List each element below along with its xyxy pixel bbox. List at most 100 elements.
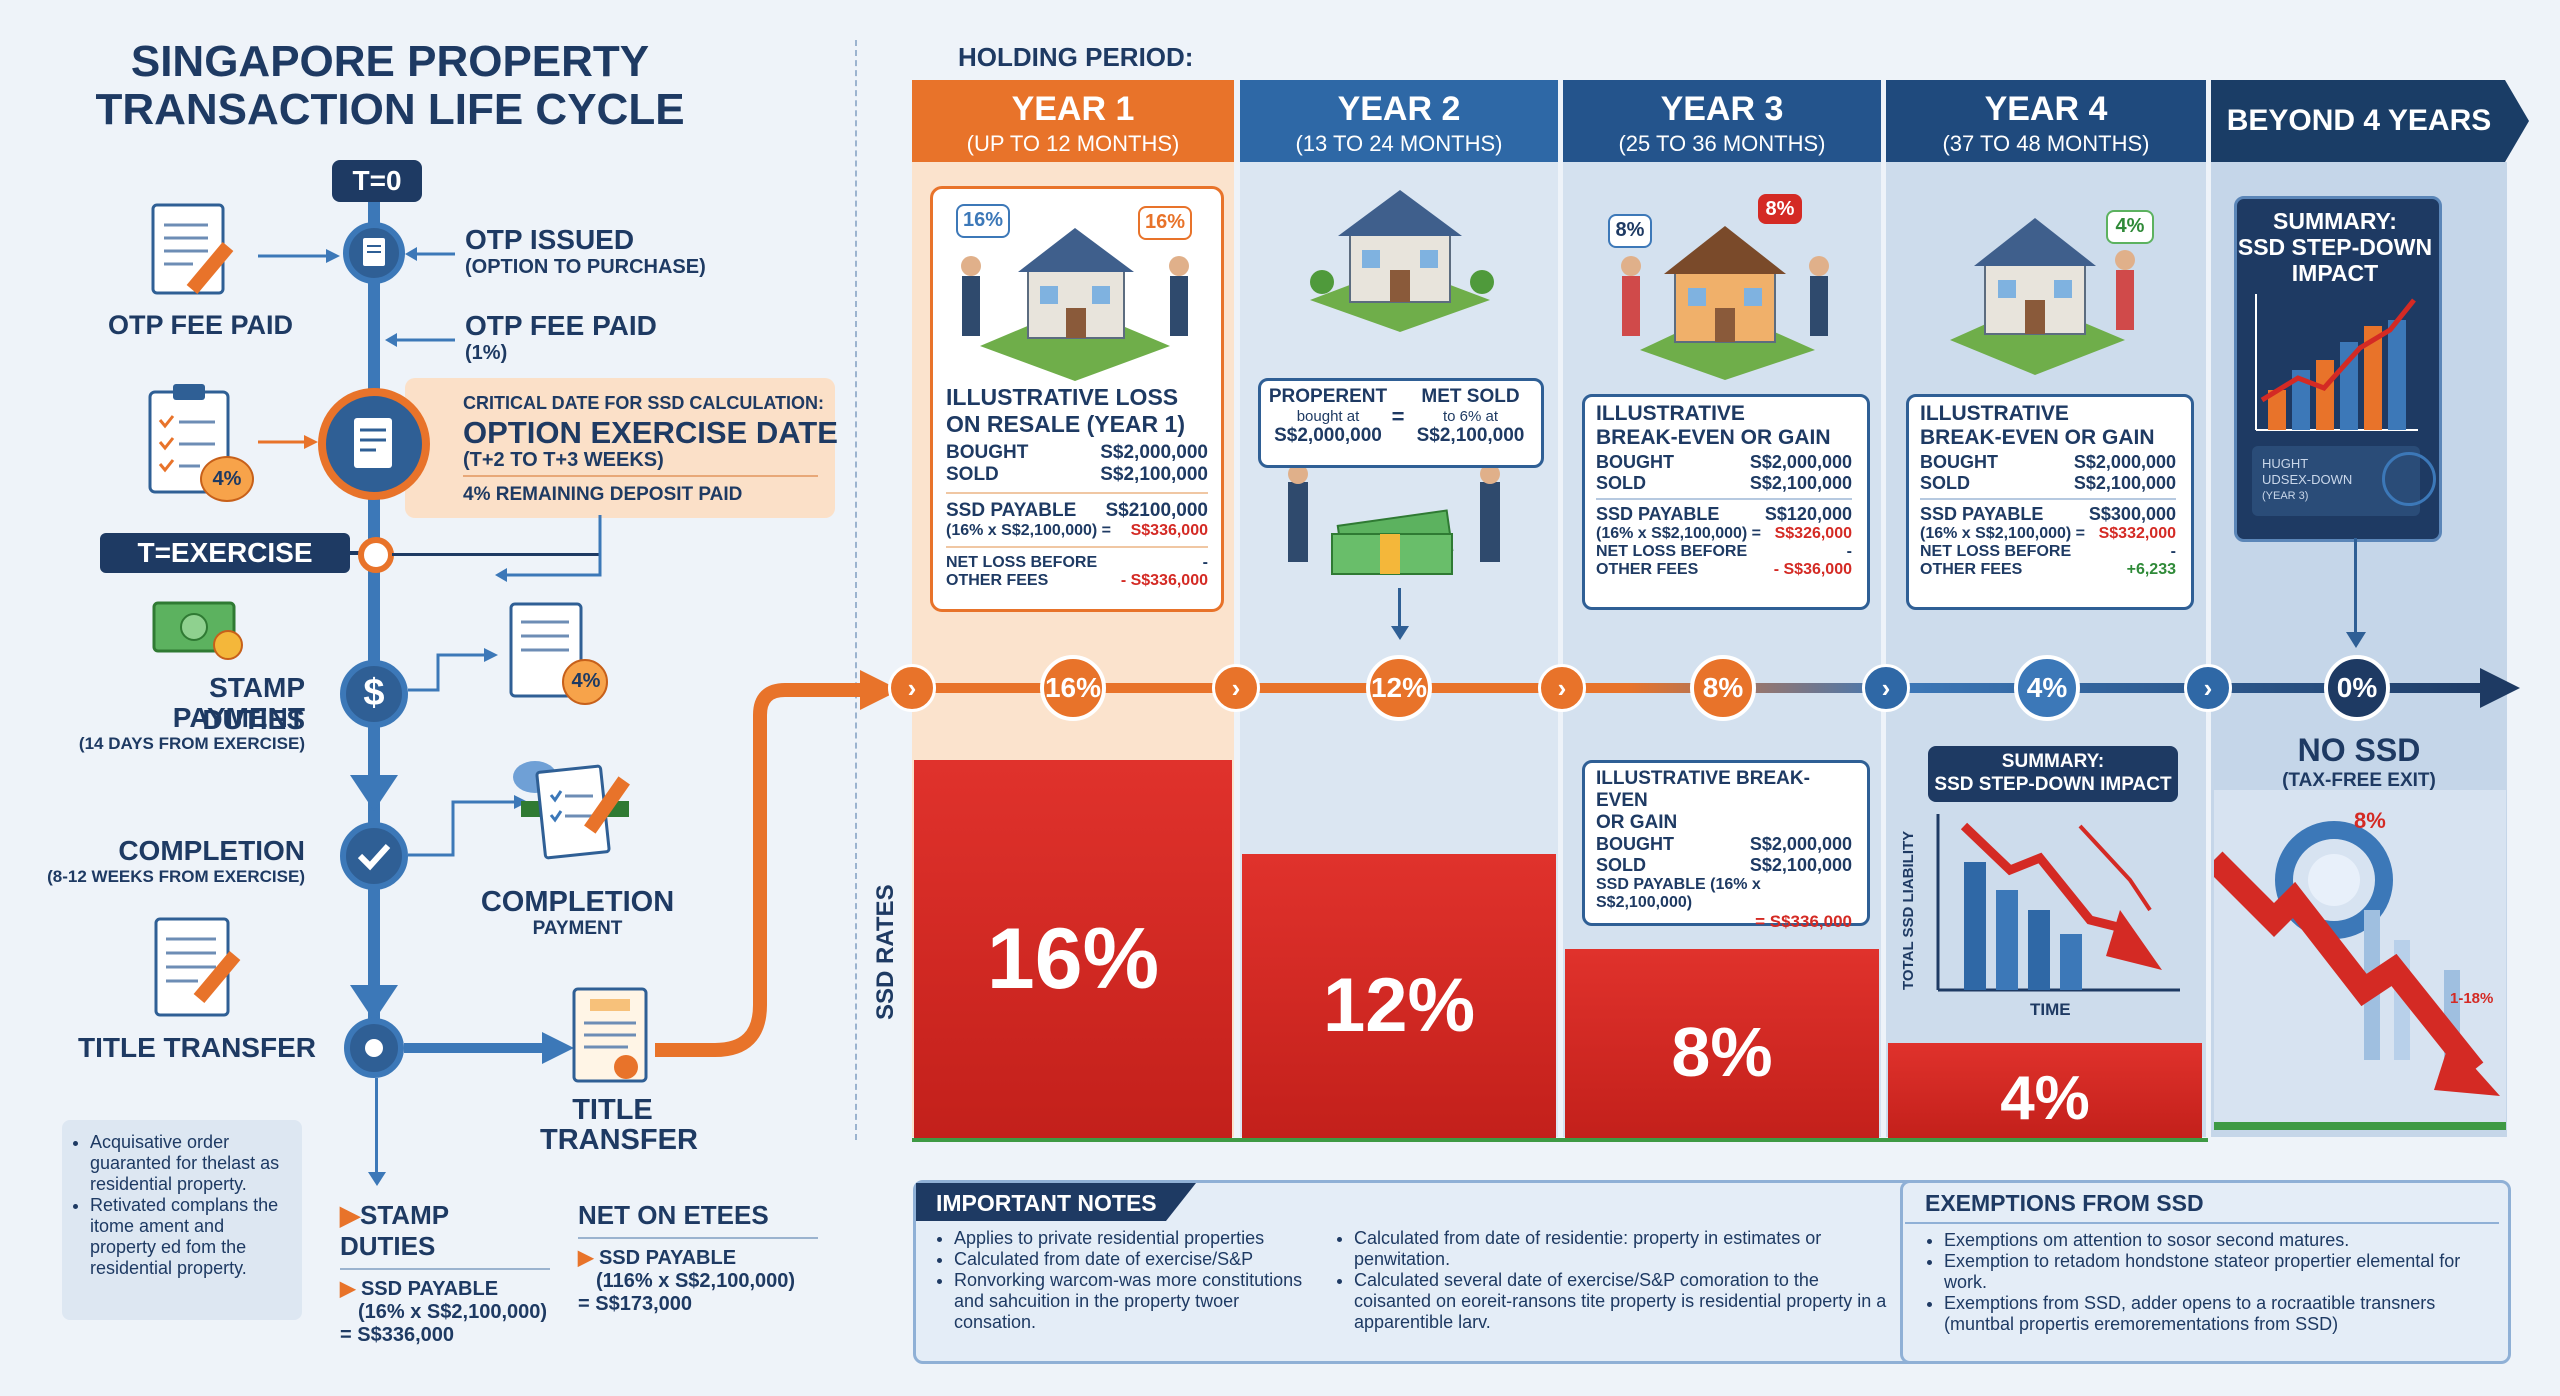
y3-bought-label: BOUGHT <box>1596 452 1674 472</box>
y1-ssd-value: S$2100,000 <box>1105 500 1209 521</box>
summary-mid-header <box>1928 746 2178 802</box>
y3-lower-title: ILLUSTRATIVE BREAK-EVEN <box>1596 768 1810 811</box>
y3-sold-label: SOLD <box>1596 473 1647 493</box>
declining-trend-icon <box>2214 790 2506 1130</box>
stamp-duties-summary-value: = S$336,000 <box>340 1324 454 1346</box>
arrow-icon <box>258 435 318 449</box>
stamp-duties-summary-line: (16% x S$2,100,000) <box>358 1301 548 1323</box>
house-icon <box>1310 190 1494 332</box>
y1-bought-value: S$2,000,000 <box>1100 442 1208 463</box>
note-item: Calculated from date of exercise/S&P <box>954 1249 1310 1270</box>
y1-sold-value: S$2,100,000 <box>1100 464 1208 485</box>
y4-net-value: - <box>2170 543 2176 560</box>
notes-col-2: Calculated from date of residentie: prop… <box>1330 1228 1890 1333</box>
dollar-icon: $ <box>340 660 408 728</box>
completion-document-icon <box>513 761 630 860</box>
year-2-title: YEAR 2 <box>1337 90 1461 128</box>
edit-document-icon <box>354 418 392 468</box>
holding-period-label: HOLDING PERIOD: <box>958 42 1194 72</box>
year-3-lower-example: ILLUSTRATIVE BREAK-EVEN OR GAIN BOUGHT S$… <box>1596 768 1852 932</box>
ssd-rate-bar-label: 4% <box>2000 1064 2090 1133</box>
arrow-icon <box>1391 626 1409 640</box>
year-2-sub: (13 TO 24 MONTHS) <box>1295 131 1503 156</box>
y3-sold-value: S$2,100,000 <box>1749 473 1852 493</box>
bar-chart-baseline <box>912 1138 2208 1142</box>
beyond-chart-label: 8% <box>2354 808 2386 833</box>
y3-lower-title: OR GAIN <box>1596 812 1678 833</box>
ssd-rate-bar: 8% <box>1565 949 1879 1138</box>
arrow-icon <box>408 648 498 692</box>
summary-top-title: SUMMARY: SSD STEP-DOWN IMPACT <box>2234 208 2436 286</box>
section-divider <box>855 40 857 1140</box>
y4-sold-label: SOLD <box>1920 473 1971 493</box>
connector <box>375 1078 378 1178</box>
y1-sold-label: SOLD <box>946 464 999 485</box>
otp-fee-paid-label-left: OTP FEE PAID <box>108 310 294 340</box>
note-item: Applies to private residential propertie… <box>954 1228 1310 1249</box>
year-3-lower-callout <box>1582 760 1870 926</box>
legend-line: (YEAR 3) <box>2262 490 2309 502</box>
chevron-right-icon: › <box>2184 664 2232 712</box>
y1-net-value: - <box>1202 554 1208 571</box>
rate-marker-year-1: 16% <box>1040 655 1106 721</box>
stamp-4pct-label: 4% <box>571 670 601 692</box>
stamp-duties-summary-title: STAMP DUTIES <box>340 1200 449 1261</box>
timeline-end-arrow-icon <box>2480 668 2520 708</box>
y3-net-value: - S$36,000 <box>1773 561 1852 578</box>
bar-growth-icon <box>2255 294 2418 431</box>
critical-date-label: CRITICAL DATE FOR SSD CALCULATION: <box>463 393 824 413</box>
scene-badge: 16% <box>1138 206 1192 240</box>
summary-top-legend-text: HUGHT UDSEX-DOWN (YEAR 3) <box>2262 456 2352 504</box>
scene-badge: 16% <box>956 204 1010 238</box>
year-2-left: PROPERENT bought at S$2,000,000 <box>1268 386 1388 447</box>
summary-mid-title-line: SSD STEP-DOWN IMPACT <box>1934 774 2172 795</box>
summary-top-title-line: SSD STEP-DOWN <box>2237 234 2433 260</box>
y3-lower-ssd-line: SSD PAYABLE (16% x S$2,100,000) <box>1596 876 1761 911</box>
year-3-callout <box>1582 394 1870 610</box>
year-1-example: ILLUSTRATIVE LOSS ON RESALE (YEAR 1) BOU… <box>946 384 1208 590</box>
stamp-duties-summary: ▶STAMP DUTIES ▶ SSD PAYABLE (16% x S$2,1… <box>340 1200 550 1347</box>
y1-ssd-calc: (16% x S$2,100,000) = <box>946 522 1112 539</box>
exemption-item: Exemptions from SSD, adder opens to a ro… <box>1944 1293 2490 1335</box>
stamp-duties-sub: (14 DAYS FROM EXERCISE) <box>78 734 305 753</box>
otp-fee-paid-sub: (1%) <box>465 342 508 364</box>
year-4-title: YEAR 4 <box>1984 90 2108 128</box>
document-icon <box>363 238 385 266</box>
y4-net-label: OTHER FEES <box>1920 561 2023 578</box>
exemptions-box <box>1900 1180 2511 1364</box>
year-4-example: ILLUSTRATIVE BREAK-EVEN OR GAIN BOUGHT S$… <box>1920 402 2176 579</box>
y4-ssd-calc: (16% x S$2,100,000) = <box>1920 525 2086 542</box>
chevron-right-icon: › <box>1212 664 1260 712</box>
connector <box>392 553 600 556</box>
exemption-item: Exemption to retadom hondstone stateor p… <box>1944 1251 2490 1293</box>
year-2-header: YEAR 2 (13 TO 24 MONTHS) <box>1240 80 1558 162</box>
y3-lower-sold-label: SOLD <box>1596 855 1647 875</box>
y3-ssd-calc: (16% x S$2,100,000) = <box>1596 525 1762 542</box>
beyond-chart-label: 1-18% <box>2450 990 2494 1007</box>
y3-ssd-value: S$120,000 <box>1764 504 1852 524</box>
option-exercise-label: OPTION EXERCISE DATE <box>463 415 838 450</box>
year-3-sub: (25 TO 36 MONTHS) <box>1618 131 1826 156</box>
money-icon <box>152 601 243 660</box>
stamp-duties-summary-line: SSD PAYABLE <box>360 1278 499 1300</box>
y4-net-value: +6,233 <box>2126 561 2176 578</box>
year-1-sub: (UP TO 12 MONTHS) <box>966 131 1180 156</box>
ssd-rate-bar-label: 12% <box>1322 963 1476 1048</box>
y4-bought-label: BOUGHT <box>1920 452 1998 472</box>
divider <box>463 475 818 477</box>
otp-issued-label: OTP ISSUED <box>465 224 635 255</box>
ssd-rates-axis-label: SSD RATES <box>872 884 899 1020</box>
option-exercise-sub: (T+2 TO T+3 WEEKS) <box>463 449 664 471</box>
page-title: SINGAPORE PROPERTY TRANSACTION LIFE CYCL… <box>80 38 700 134</box>
stamp-duties-label: STAMP DUTIES <box>202 672 305 735</box>
y4-net-label: NET LOSS BEFORE <box>1920 543 2072 560</box>
year-3-example: ILLUSTRATIVE BREAK-EVEN OR GAIN BOUGHT S$… <box>1596 402 1852 579</box>
year-4-header: YEAR 4 (37 TO 48 MONTHS) <box>1886 80 2206 162</box>
title-line-1: SINGAPORE PROPERTY <box>130 37 650 86</box>
title-transfer-node <box>344 1018 404 1078</box>
critical-date-box <box>405 378 835 518</box>
y1-ssd-label: SSD PAYABLE <box>946 500 1077 521</box>
y3-ssd-calc-value: S$326,000 <box>1774 525 1852 542</box>
deposit-4pct-badge: 4% <box>200 456 254 502</box>
y2-label: bought at <box>1296 408 1360 425</box>
